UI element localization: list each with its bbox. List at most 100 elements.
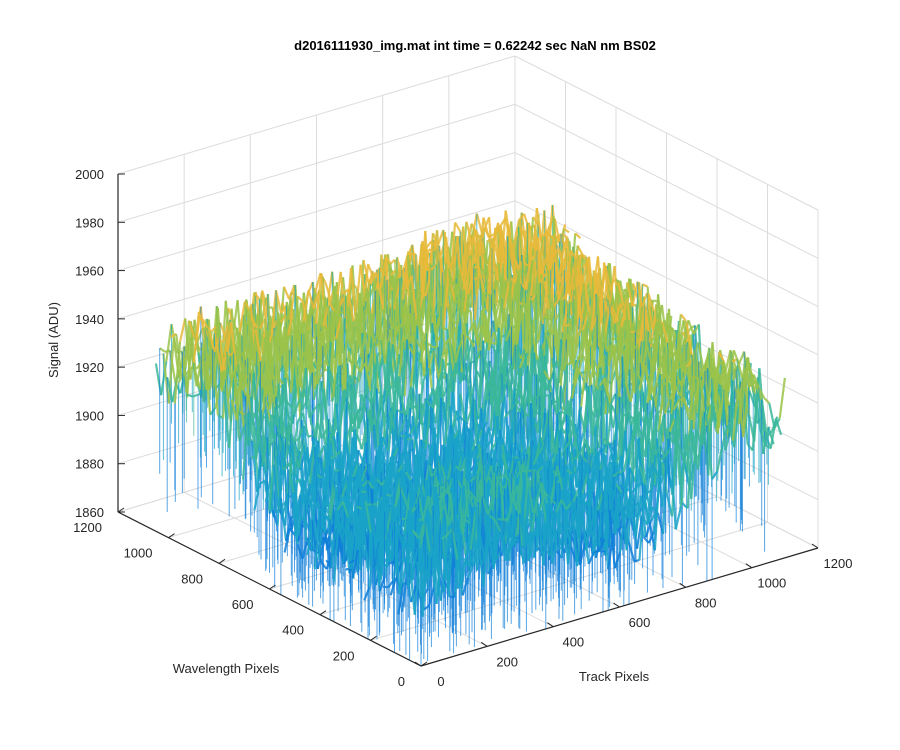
surface-segment — [354, 361, 362, 373]
surface-segment — [436, 249, 444, 273]
surface-segment — [411, 244, 419, 283]
surface-segment — [541, 371, 549, 391]
surface-segment — [396, 408, 403, 414]
surface-segment — [188, 336, 197, 372]
surface-segment — [630, 330, 636, 334]
surface-segment — [234, 379, 242, 405]
surface-segment — [416, 325, 424, 333]
surface-segment — [427, 342, 434, 349]
surface-segment — [476, 340, 485, 420]
surface-segment — [614, 327, 623, 352]
surface-segment — [687, 319, 695, 335]
surface-segment — [597, 294, 605, 300]
grid-wall-x-horiz-6 — [514, 103, 819, 259]
surface-segment — [291, 502, 299, 545]
surface-segment — [378, 321, 387, 364]
surface-segment — [296, 544, 304, 560]
surface-segment — [543, 370, 551, 381]
surface-segment — [339, 364, 348, 393]
surface-segment — [274, 290, 283, 314]
surface-segment — [410, 275, 418, 323]
surface-segment — [359, 362, 367, 373]
surface-segment — [586, 394, 594, 435]
surface-segment — [597, 323, 605, 378]
surface-segment — [294, 325, 303, 365]
surface-segment — [551, 357, 559, 389]
surface-segment — [302, 493, 310, 512]
surface-segment — [312, 290, 321, 310]
surface-segment — [443, 406, 452, 445]
surface-segment — [361, 417, 369, 450]
surface-segment — [467, 267, 475, 295]
surface-segment — [329, 454, 337, 460]
surface-segment — [457, 334, 465, 351]
surface-segment — [345, 525, 353, 552]
surface-segment — [483, 313, 492, 343]
surface-segment — [336, 500, 344, 511]
surface-segment — [431, 232, 440, 246]
surface-segment — [585, 361, 593, 386]
surface-segment — [384, 254, 392, 264]
surface-segment — [563, 227, 570, 234]
surface-segment — [254, 328, 262, 362]
surface-segment — [568, 262, 576, 296]
surface-segment — [441, 447, 449, 483]
surface-segment — [360, 442, 368, 466]
surface-segment — [292, 492, 300, 535]
surface-segment — [246, 436, 253, 442]
surface-segment — [476, 445, 484, 460]
surface-segment — [406, 437, 413, 441]
surface-segment — [541, 269, 549, 325]
surface-segment — [472, 323, 480, 346]
surface-segment — [412, 311, 421, 334]
grid-wall-y-horiz-5 — [117, 152, 516, 272]
surface-segment — [576, 366, 584, 378]
surface-segment — [332, 339, 340, 398]
surface-segment — [425, 333, 433, 389]
surface-segment — [311, 519, 319, 570]
surface-segment — [638, 304, 646, 348]
surface-segment — [642, 283, 649, 288]
surface-segment — [581, 311, 590, 331]
surface-segment — [509, 259, 518, 305]
surface-segment — [272, 464, 280, 509]
surface-segment — [530, 323, 539, 360]
surface-segment — [253, 484, 261, 511]
grid-wall-y-horiz-4 — [117, 200, 516, 320]
surface-segment — [485, 448, 493, 476]
surface-segment — [553, 299, 561, 307]
surface-segment — [500, 229, 508, 250]
surface-segment — [326, 366, 335, 398]
surface-segment — [394, 327, 402, 372]
surface-segment — [196, 327, 204, 343]
surface-segment — [328, 311, 337, 375]
surface-segment — [588, 359, 596, 372]
surface-segment — [250, 455, 257, 459]
surface-segment — [547, 330, 555, 336]
surface-segment — [553, 233, 561, 243]
surface-segment — [465, 309, 472, 313]
surface-segment — [304, 367, 313, 423]
surface-segment — [477, 266, 486, 293]
surface-segment — [313, 511, 322, 570]
surface-segment — [608, 304, 617, 324]
surface-segment — [366, 463, 374, 484]
surface-segment — [542, 410, 550, 441]
surface-segment — [359, 333, 367, 358]
surface-segment — [273, 413, 280, 419]
surface-segment — [459, 362, 468, 383]
surface-segment — [424, 269, 433, 297]
surface-segment — [404, 471, 412, 481]
surface-segment — [566, 360, 574, 366]
surface-segment — [318, 369, 326, 380]
surface-segment — [241, 334, 248, 344]
surface-segment — [299, 515, 306, 522]
surface-segment — [314, 502, 322, 512]
surface-segment — [187, 393, 194, 398]
surface-segment — [480, 325, 488, 343]
surface-segment — [298, 388, 306, 401]
surface-segment — [604, 348, 612, 415]
surface-segment — [409, 339, 418, 387]
surface-segment — [540, 313, 548, 322]
